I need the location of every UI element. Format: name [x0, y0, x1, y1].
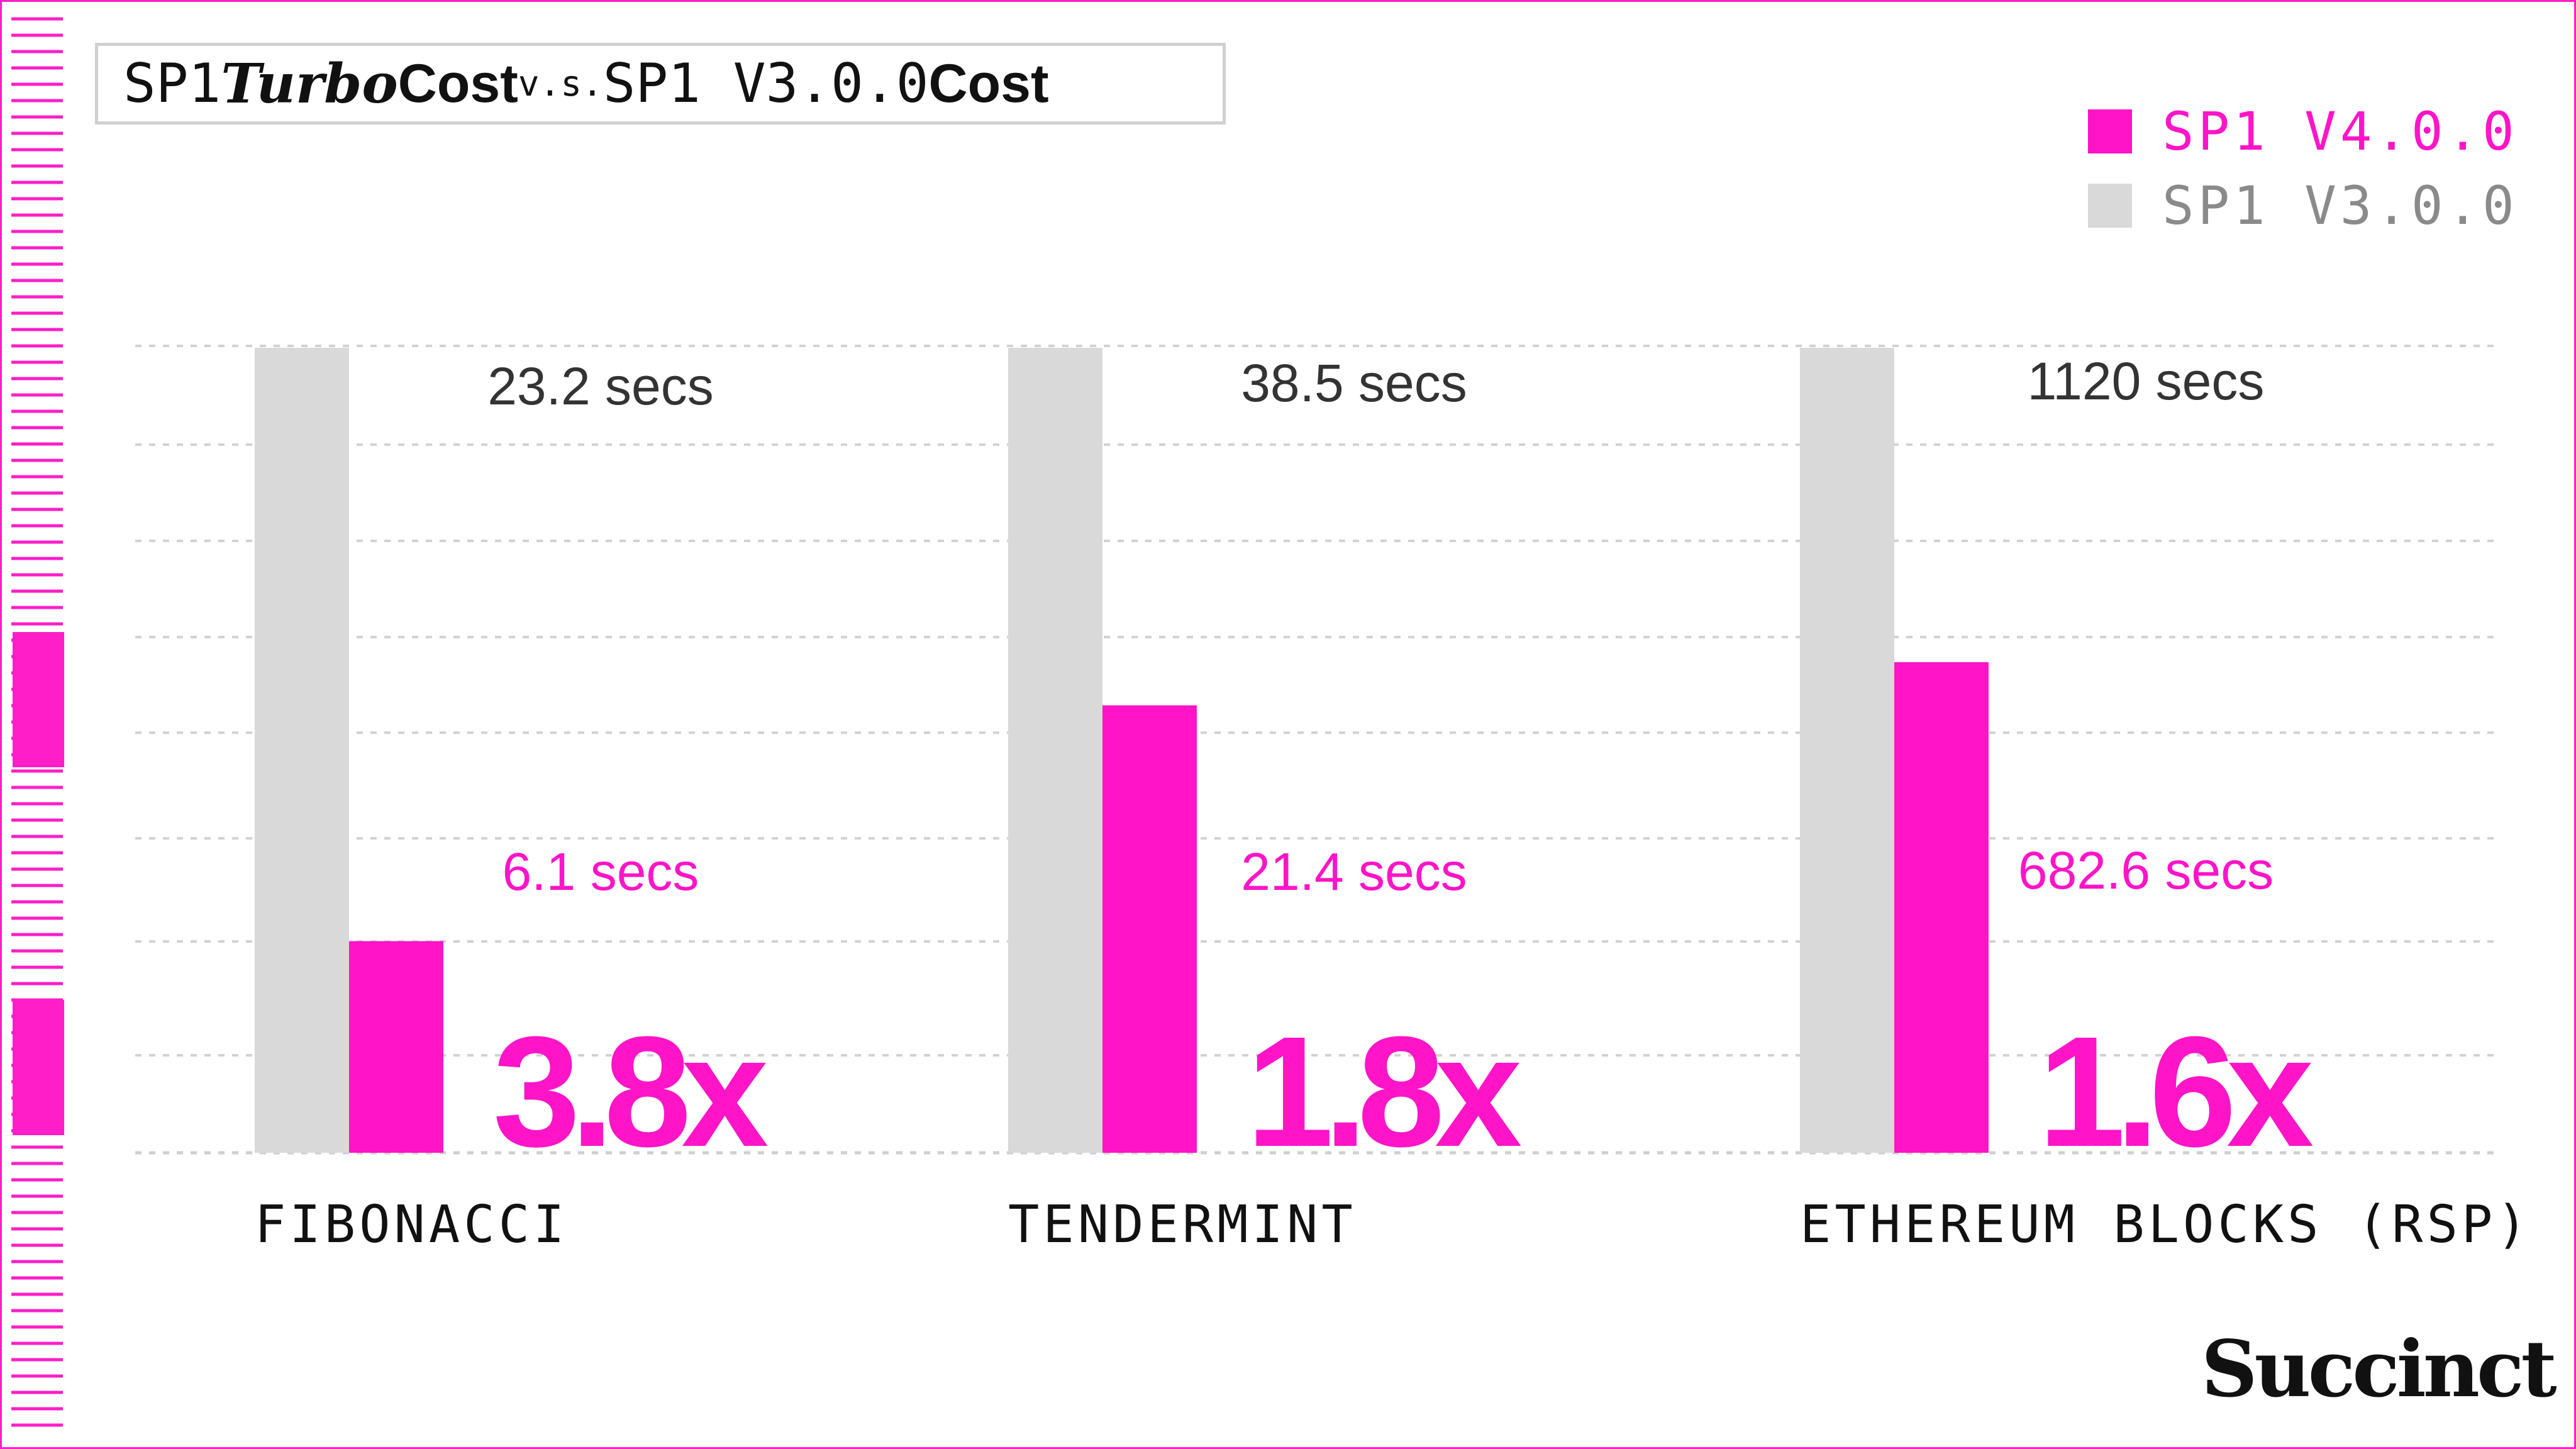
bar-v4-0 [349, 941, 443, 1153]
title-cost-2: Cost [928, 53, 1049, 114]
legend-item-v4: SP1 V4.0.0 [2088, 94, 2518, 169]
speedup-label: 3.8x [493, 1004, 769, 1179]
speedup-label: 1.8x [1246, 1004, 1522, 1179]
chart-legend: SP1 V4.0.0 SP1 V3.0.0 [2088, 94, 2518, 243]
v3-value-label: 23.2 secs [487, 357, 714, 416]
legend-swatch-v4 [2088, 109, 2132, 153]
legend-item-v3: SP1 V3.0.0 [2088, 169, 2518, 243]
ruler-highlight-block [13, 1000, 64, 1135]
succinct-logo: Succinct [2201, 1324, 2557, 1415]
title-turbo: Turbo [221, 52, 398, 116]
v3-value-label: 1120 secs [2028, 352, 2265, 411]
speedup-label: 1.6x [2038, 1004, 2314, 1179]
side-ruler [11, 17, 64, 1427]
bar-v3-0 [255, 348, 349, 1153]
legend-swatch-v3 [2088, 184, 2132, 228]
bar-v4-1 [1102, 705, 1197, 1153]
v3-value-label: 38.5 secs [1241, 353, 1467, 413]
title-vs: v.s. [518, 63, 603, 104]
bar-v3-2 [1800, 348, 1894, 1153]
ruler-highlight-block [13, 632, 64, 767]
chart-title: SP1 Turbo Cost v.s. SP1 V3.0.0 Cost [95, 43, 1226, 125]
bar-v3-1 [1008, 348, 1102, 1153]
v4-value-label: 21.4 secs [1241, 842, 1467, 901]
legend-label-v4: SP1 V4.0.0 [2162, 101, 2518, 162]
legend-label-v3: SP1 V3.0.0 [2162, 175, 2518, 236]
category-label: ETHEREUM BLOCKS (RSP) [1800, 1195, 2531, 1255]
title-sp1-v3: SP1 V3.0.0 [602, 52, 929, 115]
v4-value-label: 682.6 secs [2018, 841, 2273, 900]
category-label: TENDERMINT [1008, 1195, 1357, 1255]
title-cost: Cost [397, 53, 518, 114]
title-sp1: SP1 [123, 52, 221, 115]
category-label: FIBONACCI [255, 1195, 568, 1255]
v4-value-label: 6.1 secs [502, 842, 699, 901]
bar-v4-2 [1894, 662, 1989, 1153]
